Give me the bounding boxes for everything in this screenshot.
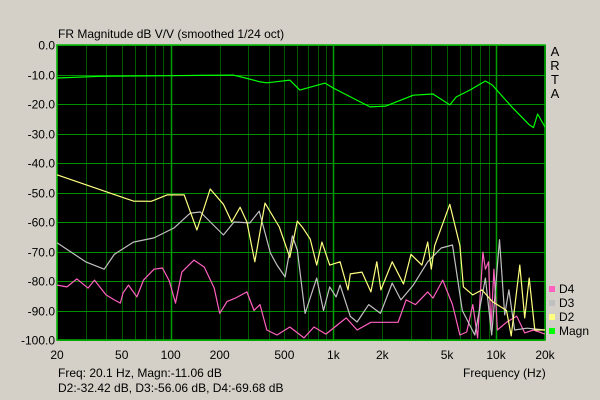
x-tick-label: 200 <box>210 348 230 362</box>
x-tick-label: 5k <box>441 348 455 362</box>
legend-swatch <box>549 313 555 320</box>
y-tick-label: 0.0 <box>38 39 55 53</box>
y-tick-label: -90.0 <box>28 305 56 319</box>
cursor-readout-line2: D2:-32.42 dB, D3:-56.06 dB, D4:-69.68 dB <box>58 381 284 395</box>
y-tick-label: -70.0 <box>28 246 56 260</box>
arta-letter: A <box>550 44 560 59</box>
legend-item-d2[interactable]: D2 <box>549 309 575 324</box>
legend-item-d3[interactable]: D3 <box>549 295 575 310</box>
x-axis-label: Frequency (Hz) <box>463 366 546 380</box>
arta-logo: A R T A <box>549 45 561 101</box>
chart-title: FR Magnitude dB V/V (smoothed 1/24 oct) <box>58 27 285 41</box>
series-line-d4 <box>56 251 546 339</box>
legend-label: D3 <box>559 295 575 310</box>
legend-item-d4[interactable]: D4 <box>549 281 575 296</box>
x-tick-label: 500 <box>274 348 294 362</box>
y-tick-label: -30.0 <box>28 128 56 142</box>
legend-item-magn[interactable]: Magn <box>549 323 590 338</box>
y-tick-label: -100.0 <box>21 334 55 348</box>
x-tick-label: 20 <box>50 348 64 362</box>
legend-label: D4 <box>559 281 575 296</box>
y-tick-label: -50.0 <box>28 187 56 201</box>
legend-swatch <box>549 299 555 306</box>
x-tick-label: 2k <box>376 348 390 362</box>
series-line-d3 <box>56 210 546 336</box>
y-tick-label: -80.0 <box>28 275 56 289</box>
series-line-d2 <box>56 174 545 337</box>
y-tick-label: -20.0 <box>28 98 56 112</box>
y-tick-label: -40.0 <box>28 157 56 171</box>
y-tick-label: -60.0 <box>28 216 56 230</box>
cursor-readout-line1: Freq: 20.1 Hz, Magn:-11.06 dB <box>58 366 222 380</box>
arta-letter: T <box>551 72 559 87</box>
plot-area <box>57 45 545 340</box>
arta-letter: R <box>550 58 560 73</box>
legend-swatch <box>549 327 555 334</box>
x-tick-label: 10k <box>486 348 506 362</box>
legend-label: D2 <box>559 309 575 324</box>
plot-border <box>56 44 546 341</box>
x-tick-label: 50 <box>115 348 129 362</box>
x-tick-label: 1k <box>327 348 341 362</box>
arta-letter: A <box>550 86 560 101</box>
legend-label: Magn <box>559 323 590 338</box>
legend-swatch <box>549 285 555 292</box>
series-line-magn <box>56 74 546 129</box>
x-tick-label: 20k <box>535 348 555 362</box>
x-tick-label: 100 <box>161 348 181 362</box>
y-tick-label: -10.0 <box>28 69 56 83</box>
